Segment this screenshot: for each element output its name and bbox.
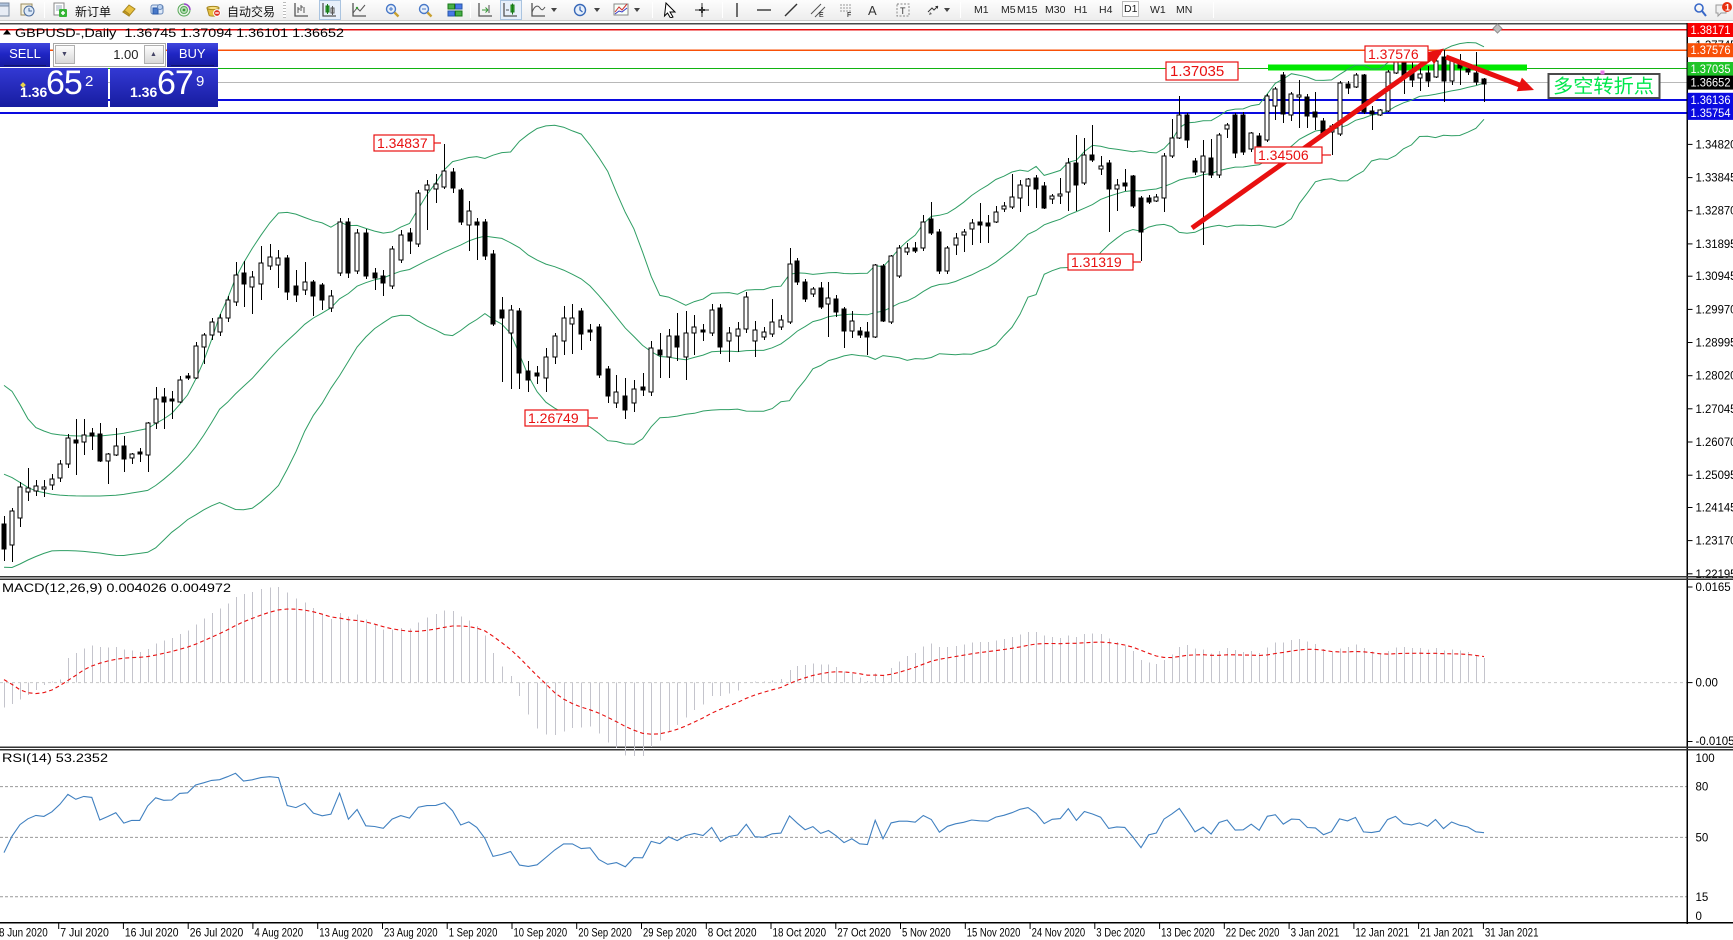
svg-text:1.30945: 1.30945 xyxy=(1696,271,1733,283)
svg-text:3 Jan 2021: 3 Jan 2021 xyxy=(1291,927,1340,940)
svg-text:1.37035: 1.37035 xyxy=(1170,63,1224,80)
svg-text:3 Dec 2020: 3 Dec 2020 xyxy=(1096,927,1145,940)
svg-text:1.28995: 1.28995 xyxy=(1696,338,1733,350)
svg-text:-0.010571: -0.010571 xyxy=(1696,736,1733,748)
svg-text:10 Sep 2020: 10 Sep 2020 xyxy=(514,927,568,940)
svg-text:23 Aug 2020: 23 Aug 2020 xyxy=(384,927,438,940)
svg-text:5 Nov 2020: 5 Nov 2020 xyxy=(902,927,951,940)
svg-text:1.31895: 1.31895 xyxy=(1696,239,1733,251)
svg-text:MACD(12,26,9) 0.004026 0.00497: MACD(12,26,9) 0.004026 0.004972 xyxy=(2,583,231,595)
svg-text:12 Jan 2021: 12 Jan 2021 xyxy=(1355,927,1409,940)
svg-text:1.25095: 1.25095 xyxy=(1696,470,1733,482)
svg-text:8 Oct 2020: 8 Oct 2020 xyxy=(708,927,757,940)
svg-text:16 Jul 2020: 16 Jul 2020 xyxy=(125,927,179,940)
svg-text:18 Oct 2020: 18 Oct 2020 xyxy=(773,927,827,940)
svg-text:1.37035: 1.37035 xyxy=(1691,64,1731,76)
svg-text:20 Sep 2020: 20 Sep 2020 xyxy=(578,927,632,940)
svg-text:1.31319: 1.31319 xyxy=(1071,254,1122,270)
svg-text:50: 50 xyxy=(1696,832,1709,844)
svg-text:0: 0 xyxy=(1696,911,1702,923)
svg-text:1.26749: 1.26749 xyxy=(528,410,579,426)
svg-text:F: F xyxy=(847,12,851,18)
svg-text:1.27045: 1.27045 xyxy=(1696,404,1733,416)
svg-text:1.34506: 1.34506 xyxy=(1258,147,1309,163)
svg-text:4 Aug 2020: 4 Aug 2020 xyxy=(254,927,303,940)
svg-text:29 Sep 2020: 29 Sep 2020 xyxy=(643,927,697,940)
svg-text:1.24145: 1.24145 xyxy=(1696,503,1733,515)
svg-text:26 Jul 2020: 26 Jul 2020 xyxy=(190,927,244,940)
svg-text:8 Jun 2020: 8 Jun 2020 xyxy=(0,927,48,940)
svg-text:1.23170: 1.23170 xyxy=(1696,536,1733,548)
svg-text:1.38171: 1.38171 xyxy=(1691,25,1731,37)
svg-text:1.34837: 1.34837 xyxy=(377,135,428,151)
svg-text:多空转折点: 多空转折点 xyxy=(1553,76,1654,98)
svg-text:1.36652: 1.36652 xyxy=(1691,78,1731,90)
svg-text:1.34820: 1.34820 xyxy=(1696,139,1733,151)
svg-text:0.0165: 0.0165 xyxy=(1696,582,1731,594)
svg-text:27 Oct 2020: 27 Oct 2020 xyxy=(837,927,891,940)
svg-text:13 Aug 2020: 13 Aug 2020 xyxy=(319,927,373,940)
svg-text:1.28020: 1.28020 xyxy=(1696,371,1733,383)
svg-text:E: E xyxy=(819,12,824,18)
svg-text:1.37576: 1.37576 xyxy=(1368,46,1419,62)
svg-text:1.33845: 1.33845 xyxy=(1696,173,1733,185)
svg-text:24 Nov 2020: 24 Nov 2020 xyxy=(1032,927,1086,940)
svg-text:1.37576: 1.37576 xyxy=(1691,45,1731,57)
svg-text:13 Dec 2020: 13 Dec 2020 xyxy=(1161,927,1215,940)
svg-text:7 Jul 2020: 7 Jul 2020 xyxy=(60,927,109,940)
svg-text:15: 15 xyxy=(1696,892,1709,904)
svg-text:T: T xyxy=(900,6,906,16)
svg-text:1.35754: 1.35754 xyxy=(1691,108,1732,120)
svg-text:GBPUSD-,Daily 1.36745 1.37094: GBPUSD-,Daily 1.36745 1.37094 1.36101 1.… xyxy=(15,26,344,40)
svg-text:1.32870: 1.32870 xyxy=(1696,206,1733,218)
svg-text:1: 1 xyxy=(1725,3,1730,13)
svg-text:RSI(14) 53.2352: RSI(14) 53.2352 xyxy=(2,753,108,765)
svg-text:31 Jan 2021: 31 Jan 2021 xyxy=(1485,927,1539,940)
svg-text:0.00: 0.00 xyxy=(1696,678,1718,690)
svg-text:1.29970: 1.29970 xyxy=(1696,304,1733,316)
svg-text:100: 100 xyxy=(1696,753,1715,765)
svg-text:1.22195: 1.22195 xyxy=(1696,569,1733,581)
svg-text:15 Nov 2020: 15 Nov 2020 xyxy=(967,927,1021,940)
svg-text:1.26070: 1.26070 xyxy=(1696,437,1733,449)
svg-text:21 Jan 2021: 21 Jan 2021 xyxy=(1420,927,1474,940)
svg-text:80: 80 xyxy=(1696,782,1709,794)
svg-text:1 Sep 2020: 1 Sep 2020 xyxy=(449,927,498,940)
svg-text:22 Dec 2020: 22 Dec 2020 xyxy=(1226,927,1280,940)
svg-text:1.36136: 1.36136 xyxy=(1691,95,1731,107)
